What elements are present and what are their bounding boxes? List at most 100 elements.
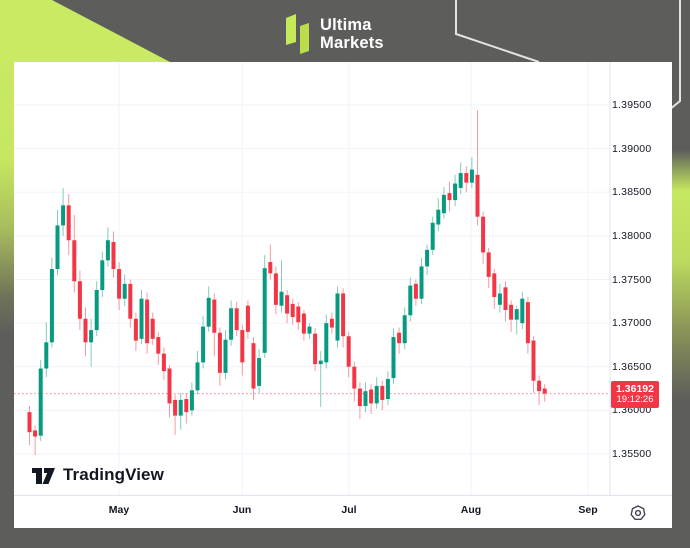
candle-body [234, 308, 239, 331]
candle-body [497, 293, 502, 305]
candle-body [273, 273, 278, 305]
tradingview-label: TradingView [63, 465, 164, 484]
price-axis-label: 1.36500 [612, 360, 652, 373]
candle-body [402, 315, 407, 344]
price-axis-label: 1.39000 [612, 142, 652, 155]
time-axis-settings-icon[interactable] [627, 502, 649, 524]
candle-body [464, 173, 469, 183]
candle-body [83, 318, 88, 343]
candle-body [374, 385, 379, 404]
price-axis-label: 1.35500 [612, 448, 652, 460]
candle-body [77, 281, 82, 319]
candle-body [514, 309, 519, 320]
candle-body [313, 333, 318, 365]
candle-body [413, 283, 418, 299]
lime-left-edge-shape [0, 0, 14, 380]
candle-body [27, 412, 32, 433]
candle-body [156, 337, 161, 354]
time-axis-label: Sep [578, 504, 598, 516]
candle-body [363, 391, 368, 407]
lime-right-edge-shape [672, 150, 690, 440]
candle-body [268, 262, 273, 274]
candle-body [245, 305, 250, 332]
candle-body [66, 205, 71, 241]
lime-top-left-corner-shape [0, 0, 170, 62]
candle-body [117, 269, 122, 299]
candle-body [525, 302, 530, 344]
last-price-badge: 1.36192 19:12:26 [611, 381, 659, 408]
candle-body [542, 388, 547, 394]
candlestick-chart[interactable] [14, 62, 672, 495]
candle-body [161, 353, 166, 372]
candle-body [195, 362, 200, 391]
time-axis-label: Jun [232, 504, 252, 516]
price-axis-label: 1.38000 [612, 229, 652, 242]
candle-body [89, 330, 94, 343]
candle-body [217, 332, 222, 373]
tradingview-logo-icon [32, 468, 55, 484]
candle-body [229, 308, 234, 340]
price-axis-label: 1.37500 [612, 273, 652, 286]
candle-body [33, 430, 38, 437]
price-axis[interactable]: 1.39500 1.39000 1.38500 1.38000 1.37500 1.370… [612, 62, 672, 495]
candle-body [251, 343, 256, 389]
candle-body [44, 342, 49, 369]
last-price-value: 1.36192 [616, 383, 654, 395]
brand-name: Ultima Markets [320, 16, 384, 52]
candle-body [301, 313, 306, 334]
candle-body [307, 326, 312, 334]
candle-body [201, 326, 206, 363]
candle-body [145, 299, 150, 344]
candle-body [481, 216, 486, 253]
candle-body [318, 360, 323, 365]
candle-body [346, 336, 351, 367]
candle-body [531, 340, 536, 381]
candle-body [279, 291, 284, 306]
candle-body [38, 368, 43, 436]
candle-body [458, 173, 463, 188]
candle-body [492, 273, 497, 297]
candle-body [341, 293, 346, 337]
candle-body [329, 318, 334, 328]
candle-body [189, 390, 194, 411]
candle-body [72, 240, 77, 282]
candle-body [335, 293, 340, 341]
candle-body [55, 225, 60, 270]
time-axis-label: Jul [341, 504, 357, 516]
candle-body [139, 298, 144, 339]
candle-body [369, 389, 374, 404]
candle-body [212, 299, 217, 333]
candle-body [520, 298, 525, 324]
candle-body [385, 378, 390, 400]
candle-body [441, 194, 446, 214]
time-axis[interactable]: May Jun Jul Aug Sep [14, 495, 672, 529]
time-axis-label: May [108, 504, 130, 516]
candle-body [122, 283, 127, 299]
candle-body [453, 183, 458, 201]
price-axis-label: 1.38500 [612, 186, 652, 199]
candle-body [380, 385, 385, 400]
candle-body [150, 318, 155, 339]
candle-body [184, 399, 189, 413]
candle-body [397, 332, 402, 344]
candle-body [430, 222, 435, 250]
bar-countdown: 19:12:26 [616, 394, 654, 406]
candle-body [290, 303, 295, 318]
time-axis-label: Aug [460, 504, 482, 516]
candle-body [178, 399, 183, 416]
candle-body [436, 209, 441, 225]
price-axis-label: 1.37000 [612, 317, 652, 330]
tradingview-attribution[interactable]: TradingView [31, 464, 164, 486]
brand-line2: Markets [320, 34, 384, 52]
candle-body [503, 287, 508, 311]
candle-body [285, 295, 290, 314]
candle-body [419, 266, 424, 299]
candle-body [408, 285, 413, 316]
candle-body [49, 269, 54, 343]
candle-body [262, 268, 267, 353]
price-axis-label: 1.39500 [612, 99, 652, 111]
brand-logo: Ultima Markets [286, 13, 384, 55]
candle-body [425, 249, 430, 267]
candle-body [537, 380, 542, 392]
candle-body [240, 330, 245, 363]
